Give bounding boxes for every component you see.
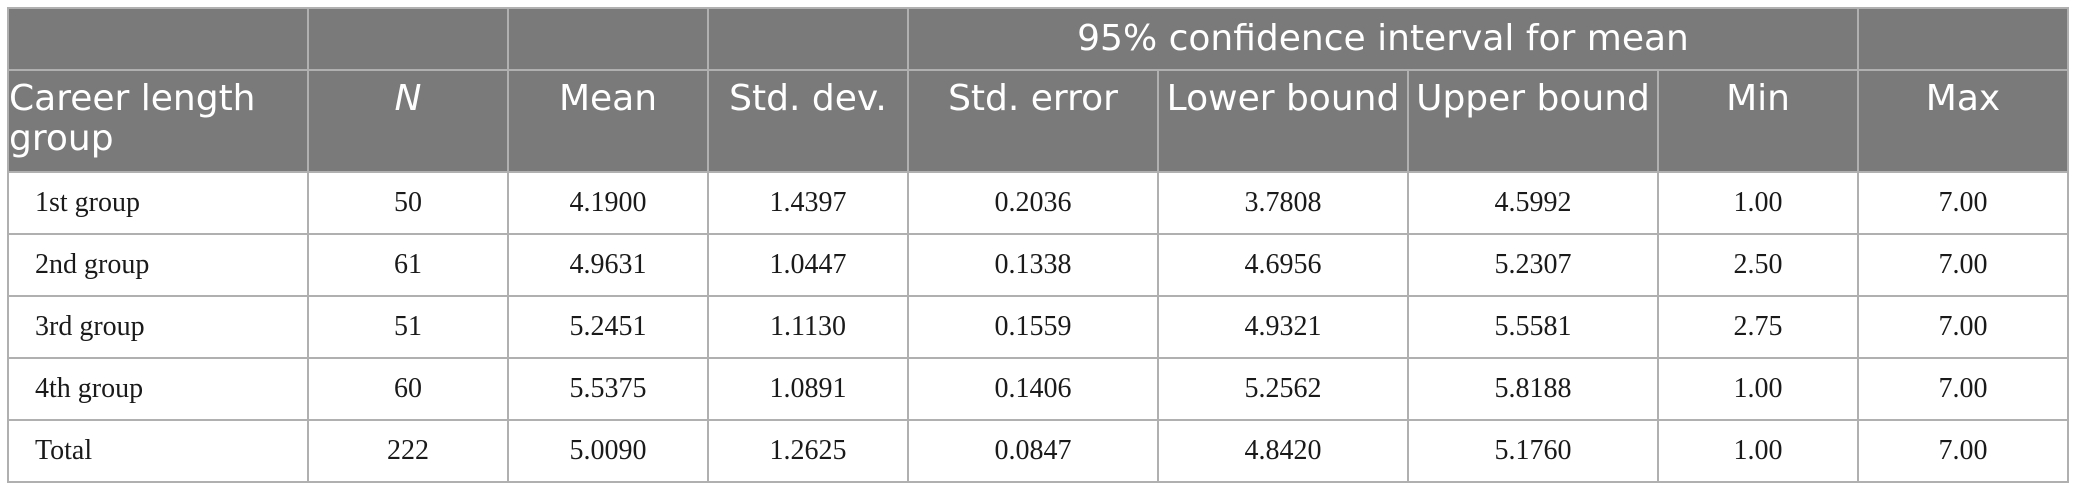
cell-n: 50 [307, 171, 509, 235]
cell-n: 222 [307, 419, 509, 483]
cell-std-error: 0.1559 [907, 295, 1159, 359]
cell-lower-bound: 5.2562 [1157, 357, 1409, 421]
table-row: 1st group 50 4.1900 1.4397 0.2036 3.7808… [7, 171, 2070, 235]
header-empty-cell [507, 7, 709, 71]
cell-std-dev: 1.0447 [707, 233, 909, 297]
header-empty-cell [7, 7, 309, 71]
descriptive-statistics-table: 95% confidence interval for mean Career … [7, 7, 2070, 483]
column-header-max: Max [1857, 69, 2070, 173]
table-row: 2nd group 61 4.9631 1.0447 0.1338 4.6956… [7, 233, 2070, 297]
cell-upper-bound: 5.1760 [1407, 419, 1659, 483]
cell-upper-bound: 5.5581 [1407, 295, 1659, 359]
cell-max: 7.00 [1857, 419, 2070, 483]
cell-n: 61 [307, 233, 509, 297]
cell-n: 51 [307, 295, 509, 359]
cell-upper-bound: 5.8188 [1407, 357, 1659, 421]
cell-max: 7.00 [1857, 171, 2070, 235]
cell-std-dev: 1.0891 [707, 357, 909, 421]
table-body: 1st group 50 4.1900 1.4397 0.2036 3.7808… [7, 171, 2070, 483]
header-empty-cell [1857, 7, 2070, 71]
cell-std-error: 0.2036 [907, 171, 1159, 235]
cell-std-dev: 1.4397 [707, 171, 909, 235]
cell-min: 1.00 [1656, 419, 1860, 483]
cell-mean: 4.1900 [507, 171, 709, 235]
cell-std-dev: 1.2625 [707, 419, 909, 483]
table-row-total: Total 222 5.0090 1.2625 0.0847 4.8420 5.… [7, 419, 2070, 483]
cell-group-name: Total [7, 419, 309, 483]
cell-mean: 5.0090 [507, 419, 709, 483]
cell-max: 7.00 [1857, 233, 2070, 297]
cell-lower-bound: 4.8420 [1157, 419, 1409, 483]
column-header-std-error: Std. error [907, 69, 1159, 173]
cell-mean: 5.2451 [507, 295, 709, 359]
table-row: 4th group 60 5.5375 1.0891 0.1406 5.2562… [7, 357, 2070, 421]
cell-min: 2.75 [1656, 295, 1860, 359]
cell-std-error: 0.1338 [907, 233, 1159, 297]
cell-max: 7.00 [1857, 295, 2070, 359]
column-header-mean: Mean [507, 69, 709, 173]
cell-std-error: 0.1406 [907, 357, 1159, 421]
column-header-lower-bound: Lower bound [1157, 69, 1409, 173]
header-row-columns: Career length group N Mean Std. dev. Std… [7, 69, 2070, 173]
cell-std-dev: 1.1130 [707, 295, 909, 359]
table-header: 95% confidence interval for mean Career … [7, 7, 2070, 173]
cell-group-name: 4th group [7, 357, 309, 421]
cell-mean: 5.5375 [507, 357, 709, 421]
column-header-n: N [307, 69, 509, 173]
cell-n: 60 [307, 357, 509, 421]
cell-lower-bound: 3.7808 [1157, 171, 1409, 235]
cell-mean: 4.9631 [507, 233, 709, 297]
cell-lower-bound: 4.9321 [1157, 295, 1409, 359]
cell-min: 2.50 [1656, 233, 1860, 297]
cell-group-name: 2nd group [7, 233, 309, 297]
header-row-group: 95% confidence interval for mean [7, 7, 2070, 71]
cell-min: 1.00 [1656, 171, 1860, 235]
cell-group-name: 3rd group [7, 295, 309, 359]
header-empty-cell [307, 7, 509, 71]
cell-min: 1.00 [1656, 357, 1860, 421]
cell-lower-bound: 4.6956 [1157, 233, 1409, 297]
column-header-career-length-group: Career length group [7, 69, 309, 173]
cell-std-error: 0.0847 [907, 419, 1159, 483]
table-row: 3rd group 51 5.2451 1.1130 0.1559 4.9321… [7, 295, 2070, 359]
header-empty-cell [707, 7, 909, 71]
column-header-min: Min [1656, 69, 1860, 173]
cell-max: 7.00 [1857, 357, 2070, 421]
column-header-upper-bound: Upper bound [1407, 69, 1659, 173]
cell-group-name: 1st group [7, 171, 309, 235]
confidence-interval-group-header: 95% confidence interval for mean [906, 7, 1860, 71]
cell-upper-bound: 4.5992 [1407, 171, 1659, 235]
column-header-std-dev: Std. dev. [707, 69, 909, 173]
cell-upper-bound: 5.2307 [1407, 233, 1659, 297]
